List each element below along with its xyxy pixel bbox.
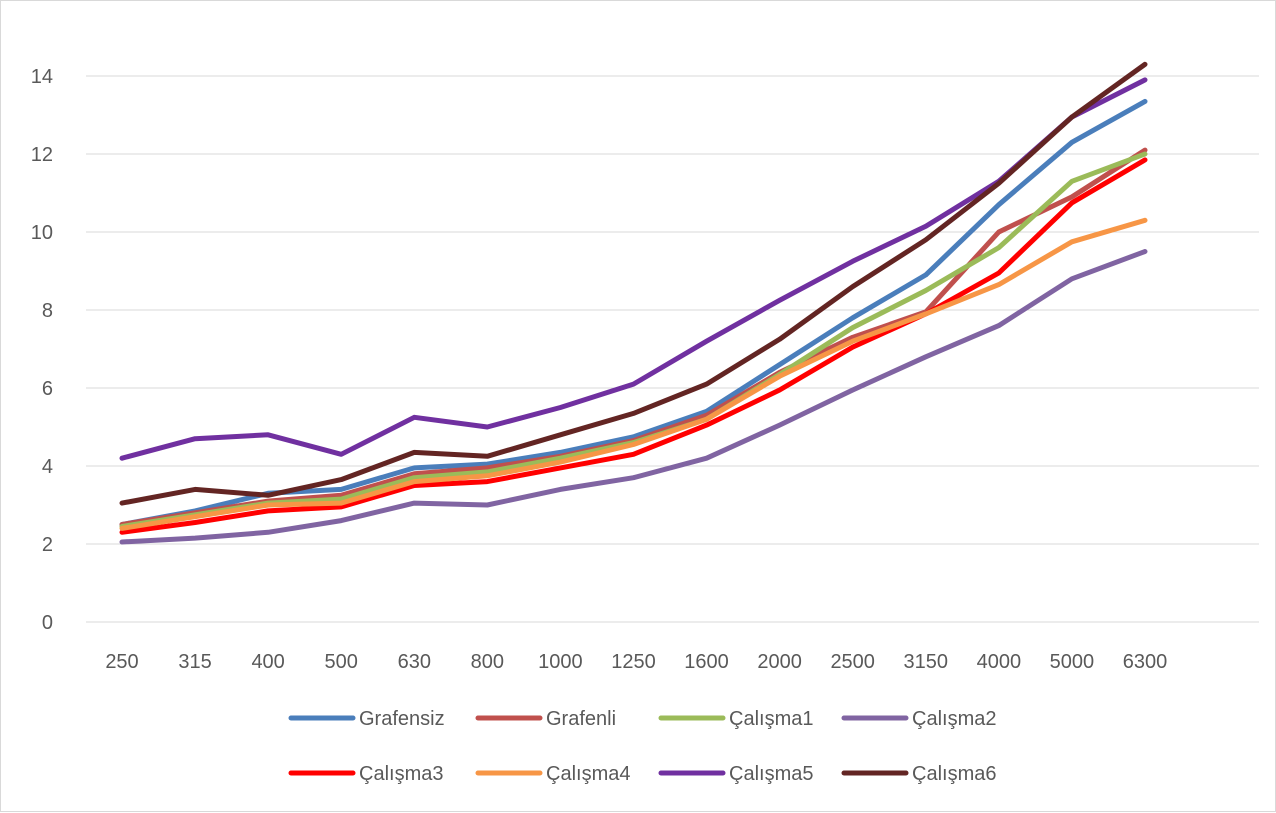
- series-line-8: [119, 61, 1148, 506]
- x-tick-label: 3150: [904, 651, 949, 673]
- x-tick-label: 4000: [977, 651, 1022, 673]
- legend-label: Grafenli: [546, 708, 616, 730]
- y-tick-label: 12: [31, 144, 53, 166]
- x-tick-label: 2000: [757, 651, 802, 673]
- y-tick-label: 10: [31, 222, 53, 244]
- x-tick-label: 400: [251, 651, 284, 673]
- series-line-7: [119, 77, 1148, 461]
- gridlines: [86, 75, 1259, 623]
- series-line-5: [119, 157, 1148, 535]
- y-tick-label: 8: [42, 300, 53, 322]
- series-lines: [119, 61, 1148, 545]
- legend: Grafensiz Grafenli Çalışma1 Çalışma2 Çalışma…: [288, 708, 996, 785]
- legend-label: Çalışma4: [546, 763, 630, 785]
- y-tick-label: 14: [31, 66, 53, 88]
- legend-label: Çalışma1: [729, 708, 813, 730]
- x-tick-label: 5000: [1050, 651, 1095, 673]
- x-tick-label: 800: [471, 651, 504, 673]
- x-tick-label: 6300: [1123, 651, 1168, 673]
- x-tick-label: 1000: [538, 651, 583, 673]
- legend-label: Çalışma6: [912, 763, 996, 785]
- x-tick-label: 1600: [684, 651, 729, 673]
- x-tick-label: 630: [398, 651, 431, 673]
- legend-label: Çalışma2: [912, 708, 996, 730]
- y-tick-label: 4: [42, 456, 53, 478]
- series-line-2: [119, 147, 1148, 527]
- legend-label: Çalışma3: [359, 763, 443, 785]
- y-tick-label: 6: [42, 378, 53, 400]
- y-axis-ticks: 0 2 4 6 8 10 12 14: [31, 66, 53, 634]
- series-line-4: [119, 249, 1148, 545]
- x-tick-label: 1250: [611, 651, 656, 673]
- x-tick-label: 250: [105, 651, 138, 673]
- series-line-6: [119, 217, 1148, 531]
- x-tick-label: 500: [325, 651, 358, 673]
- x-tick-label: 2500: [830, 651, 875, 673]
- series-line-1: [119, 98, 1148, 527]
- y-tick-label: 2: [42, 534, 53, 556]
- legend-label: Grafensiz: [359, 708, 445, 730]
- x-axis-ticks: 250 315 400 500 630 800 1000 1250 1600 2000 2500 31…: [105, 651, 1167, 673]
- x-tick-label: 315: [178, 651, 211, 673]
- legend-label: Çalışma5: [729, 763, 813, 785]
- y-tick-label: 0: [42, 612, 53, 634]
